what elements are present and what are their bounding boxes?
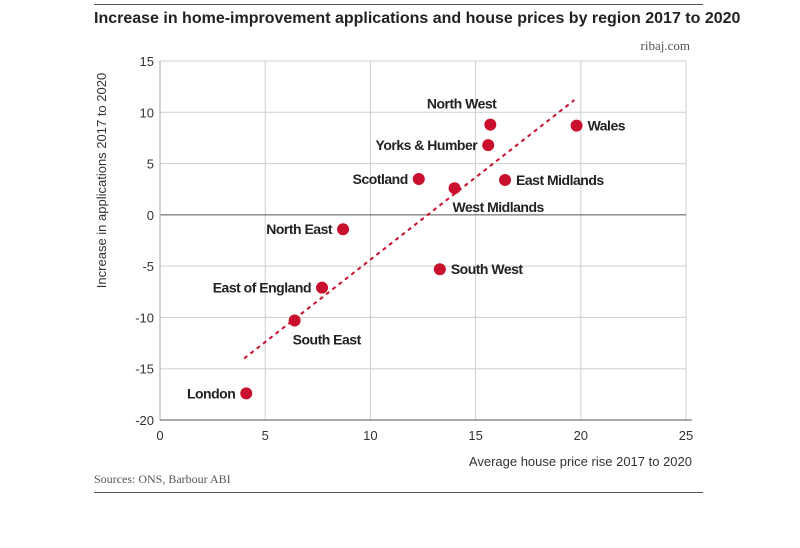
data-point (570, 119, 583, 132)
point-label: West Midlands (453, 199, 545, 215)
data-point (240, 387, 253, 400)
x-tick-label: 0 (156, 428, 163, 443)
chart-title: Increase in home-improvement application… (94, 10, 741, 27)
x-tick-label: 5 (262, 428, 269, 443)
x-axis-label: Average house price rise 2017 to 2020 (469, 454, 692, 469)
x-tick-label: 20 (574, 428, 588, 443)
data-point (337, 223, 350, 236)
point-label: Scotland (353, 171, 408, 187)
point-label: North East (266, 221, 333, 237)
point-label: South East (293, 332, 362, 348)
x-tick-label: 10 (363, 428, 377, 443)
x-tick-label: 25 (679, 428, 693, 443)
point-label: South West (451, 261, 524, 277)
data-point (482, 139, 495, 152)
grid (159, 60, 692, 421)
data-point (499, 173, 512, 186)
trendline (243, 99, 576, 360)
point-label: East Midlands (516, 172, 604, 188)
top-rule (94, 4, 703, 5)
data-point (484, 118, 497, 131)
point-label: North West (427, 96, 497, 112)
x-tick-label: 15 (468, 428, 482, 443)
tick-labels: 0 5 10 15 20 25 -20 -15 -10 -5 0 5 10 15 (135, 54, 693, 443)
y-tick-label: -5 (142, 259, 154, 274)
data-point (412, 172, 425, 185)
y-tick-label: -20 (135, 413, 154, 428)
y-axis-label: Increase in applications 2017 to 2020 (94, 73, 109, 288)
site-credit: ribaj.com (640, 38, 690, 53)
y-tick-label: 5 (147, 157, 154, 172)
data-point (316, 281, 329, 294)
point-labels: North West Wales Yorks & Humber Scotland Eas… (187, 96, 626, 402)
data-point (288, 314, 301, 327)
y-tick-label: -10 (135, 310, 154, 325)
trendline-path (243, 99, 576, 360)
y-tick-label: 0 (147, 208, 154, 223)
bottom-rule (94, 492, 703, 493)
data-point (448, 182, 461, 195)
data-point (433, 263, 446, 276)
point-label: East of England (213, 280, 311, 296)
y-tick-label: 10 (140, 105, 154, 120)
point-label: Yorks & Humber (376, 137, 479, 153)
y-tick-label: 15 (140, 54, 154, 69)
y-tick-label: -15 (135, 362, 154, 377)
data-points (240, 118, 583, 400)
point-label: London (187, 385, 235, 401)
sources-note: Sources: ONS, Barbour ABI (94, 472, 231, 486)
point-label: Wales (588, 118, 626, 134)
